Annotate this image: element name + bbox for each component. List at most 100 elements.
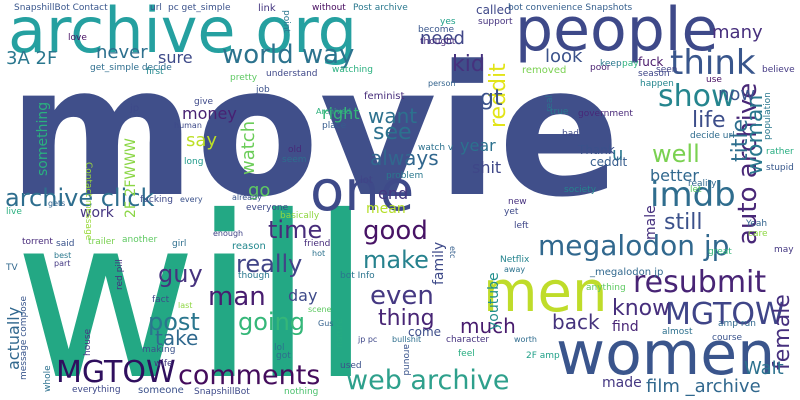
- word: great: [708, 247, 732, 257]
- word: person: [428, 79, 456, 88]
- word: yet: [504, 207, 519, 217]
- word: resubmit: [633, 265, 767, 300]
- word: someone: [138, 385, 184, 396]
- word: care: [748, 229, 768, 239]
- word: best: [54, 251, 72, 260]
- word: find: [612, 319, 639, 335]
- word: support: [478, 17, 513, 27]
- word: stupid: [766, 163, 794, 173]
- word: decide url: [690, 131, 735, 141]
- word: film _archive: [646, 376, 761, 397]
- word: megalodon jp: [538, 229, 730, 262]
- word: first: [146, 67, 164, 77]
- word: going: [238, 308, 306, 336]
- word: SnapshillBot Contact: [14, 3, 108, 13]
- word: already: [232, 193, 262, 202]
- word: now: [718, 84, 756, 105]
- word: shit: [472, 158, 502, 177]
- word: become: [418, 25, 455, 35]
- word: scene: [308, 305, 332, 314]
- word: right: [322, 104, 360, 123]
- word: women: [556, 319, 776, 389]
- word: Yeah: [746, 219, 768, 229]
- word: _megalodon jp: [590, 267, 664, 278]
- word: pretty: [230, 73, 258, 83]
- word: better: [650, 166, 699, 185]
- word: guy: [158, 260, 203, 288]
- word: new: [508, 197, 527, 207]
- word: u: [612, 144, 624, 165]
- word: red pill: [115, 259, 125, 290]
- word: one: [310, 159, 415, 224]
- word: let: [690, 185, 702, 195]
- word: seem: [282, 155, 307, 165]
- word: job: [256, 85, 270, 95]
- word: population: [763, 92, 773, 140]
- word: take: [155, 326, 199, 350]
- word: fucking: [140, 195, 173, 205]
- word: around: [401, 344, 411, 376]
- word: imdb: [650, 175, 736, 215]
- word: comments: [178, 360, 321, 391]
- word: jp pc: [358, 335, 378, 344]
- word: need: [420, 28, 465, 49]
- word: feminist: [364, 91, 405, 102]
- word: everything: [72, 385, 121, 395]
- word: 2F amp: [526, 351, 560, 361]
- word: lol: [274, 343, 285, 353]
- word: may: [774, 245, 794, 255]
- word: yes: [440, 17, 456, 27]
- word: never: [96, 42, 148, 63]
- word: amp run: [718, 319, 756, 329]
- word: well: [652, 140, 700, 168]
- word: every: [180, 195, 203, 204]
- word: say: [186, 130, 218, 151]
- word: MGTOW: [665, 297, 785, 332]
- word: almost: [662, 327, 693, 337]
- word: used: [340, 361, 362, 371]
- word: point: [281, 10, 291, 33]
- word: Thank: [578, 143, 615, 157]
- word: problem: [386, 171, 424, 181]
- word: made: [602, 375, 642, 391]
- word: family: [431, 241, 447, 285]
- word: seen: [656, 65, 678, 75]
- word: pay: [622, 59, 639, 69]
- word: character: [446, 335, 490, 345]
- word: people: [515, 0, 719, 65]
- word: anything: [586, 283, 626, 293]
- word: feel: [458, 349, 475, 359]
- word: basically: [280, 211, 320, 221]
- word: real: [545, 94, 555, 112]
- word: gets: [48, 199, 66, 208]
- word: MGTOW: [56, 355, 176, 390]
- word: nature: [335, 318, 345, 349]
- word: something: [35, 101, 51, 176]
- word: go: [248, 180, 271, 201]
- word: reason: [232, 241, 266, 252]
- word: long: [184, 157, 204, 167]
- word: making: [142, 345, 176, 355]
- word: link: [258, 3, 276, 14]
- word: end: [378, 184, 409, 203]
- word: house: [83, 328, 93, 356]
- word: men: [483, 260, 608, 325]
- word: money: [182, 104, 237, 123]
- word: good: [363, 216, 428, 246]
- word: time: [268, 216, 323, 244]
- word: government: [578, 109, 633, 119]
- word: work: [80, 205, 114, 221]
- word: back: [552, 310, 600, 334]
- word: without: [312, 3, 346, 13]
- word: place: [322, 121, 347, 131]
- word: know: [612, 296, 671, 321]
- word: keep: [600, 59, 622, 69]
- word: torrent: [22, 237, 53, 247]
- word: really: [236, 250, 303, 278]
- word: archive click: [5, 184, 155, 212]
- word: left: [514, 221, 529, 231]
- word: hot: [312, 249, 326, 258]
- word: old: [288, 145, 302, 155]
- word: kid: [452, 52, 485, 77]
- word: Gus: [318, 319, 334, 328]
